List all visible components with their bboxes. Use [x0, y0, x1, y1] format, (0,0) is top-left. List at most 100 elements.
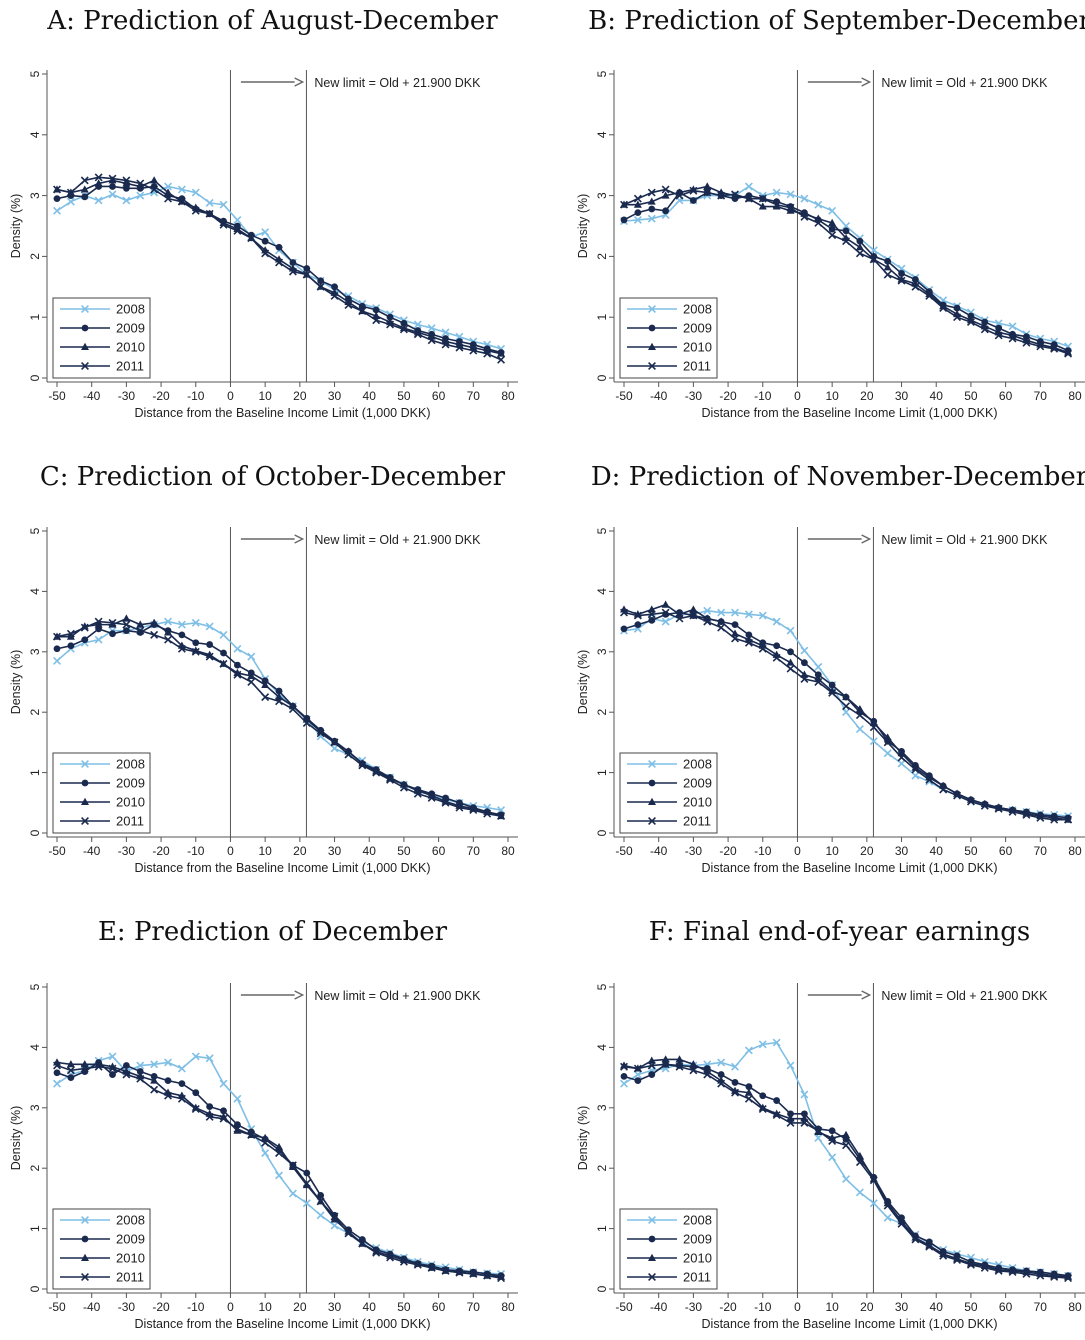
y-tick-label: 3: [28, 648, 42, 655]
data-point: [994, 331, 1003, 340]
data-point: [53, 206, 61, 215]
data-point: [81, 636, 89, 644]
data-point: [136, 182, 145, 190]
data-point: [703, 188, 712, 197]
data-point: [675, 191, 684, 200]
data-point: [856, 237, 864, 245]
data-point: [247, 671, 256, 679]
x-tick-label: -10: [754, 844, 772, 858]
data-point: [633, 611, 642, 620]
data-point: [441, 340, 450, 349]
x-tick-label: -40: [83, 389, 101, 403]
data-point: [164, 617, 172, 626]
data-point: [219, 659, 228, 668]
data-point: [620, 608, 628, 617]
data-point: [122, 614, 131, 622]
data-point: [220, 1107, 227, 1115]
data-point: [786, 190, 795, 199]
data-point: [786, 206, 795, 214]
data-point: [108, 190, 117, 199]
data-point: [219, 200, 228, 209]
data-point: [758, 644, 767, 653]
data-point: [1064, 815, 1073, 824]
x-tick-label: -40: [650, 389, 668, 403]
data-point: [620, 1072, 628, 1080]
arrow-head-icon: [294, 534, 305, 544]
data-point: [455, 1268, 464, 1277]
data-point: [317, 1191, 325, 1199]
data-point: [1008, 807, 1017, 816]
y-tick-label: 3: [595, 192, 609, 199]
data-point: [647, 188, 656, 197]
x-tick-label: 10: [258, 1300, 272, 1314]
data-point: [855, 1188, 864, 1197]
data-point: [330, 291, 339, 300]
data-point: [801, 659, 808, 667]
legend-marker: [648, 1273, 656, 1281]
data-point: [744, 194, 753, 203]
x-tick-label: -50: [48, 844, 66, 858]
data-point: [703, 1070, 712, 1079]
data-point: [136, 191, 145, 200]
data-point: [869, 1174, 878, 1183]
data-point: [884, 257, 892, 265]
y-axis-title: Density (%): [576, 194, 590, 259]
data-point: [800, 675, 809, 683]
data-point: [772, 653, 781, 662]
data-point: [358, 761, 367, 770]
data-point: [66, 1060, 75, 1068]
x-tick-label: 20: [293, 1300, 307, 1314]
x-tick-label: 0: [794, 844, 801, 858]
x-tick-label: 10: [825, 844, 839, 858]
data-point: [136, 1061, 145, 1070]
data-point: [67, 1074, 75, 1081]
data-point: [191, 647, 200, 656]
data-point: [191, 1052, 200, 1061]
x-tick-label: -20: [152, 389, 170, 403]
x-tick-label: 10: [258, 389, 272, 403]
data-point: [344, 1229, 353, 1238]
arrow-head-icon: [861, 990, 872, 1000]
data-point: [234, 661, 241, 669]
data-point: [66, 629, 75, 638]
y-axis-title: Density (%): [9, 650, 23, 715]
data-point: [427, 324, 436, 333]
x-tick-label: 10: [258, 844, 272, 858]
y-axis-title: Density (%): [9, 194, 23, 259]
data-point: [150, 630, 159, 639]
data-point: [717, 623, 726, 632]
x-tick-label: -20: [152, 1300, 170, 1314]
data-point: [233, 215, 242, 224]
data-point: [911, 765, 920, 774]
data-point: [177, 1094, 186, 1103]
new-limit-annotation: New limit = Old + 21.900 DKK: [881, 533, 1048, 547]
data-point: [122, 1070, 131, 1079]
legend-label: 2009: [683, 1232, 712, 1247]
legend: 2008 2009 2010 2011: [619, 297, 718, 379]
legend-label: 2011: [683, 359, 711, 374]
data-point: [828, 1153, 837, 1162]
data-point: [233, 670, 242, 679]
legend-marker: [648, 779, 656, 787]
data-point: [261, 1149, 270, 1158]
data-point: [1050, 815, 1059, 824]
data-point: [661, 1060, 670, 1069]
x-tick-label: -30: [118, 1300, 136, 1314]
series-2011: [53, 173, 506, 364]
data-point: [330, 744, 339, 753]
legend-marker: [81, 1273, 89, 1281]
data-point: [316, 282, 325, 291]
data-point: [220, 649, 227, 657]
data-point: [261, 677, 269, 685]
x-tick-label: 0: [227, 1300, 234, 1314]
x-tick-label: -40: [83, 844, 101, 858]
x-tick-label: -50: [615, 844, 633, 858]
legend-marker: [81, 817, 89, 825]
panel-f: F: Final end-of-year earnings 0 1 2 3 4 5 Densi…: [576, 917, 1085, 1331]
data-point: [814, 200, 823, 209]
data-point: [911, 763, 920, 771]
panel-title: A: Prediction of August-December: [46, 6, 498, 36]
legend-label: 2008: [683, 757, 712, 772]
data-point: [136, 179, 145, 188]
